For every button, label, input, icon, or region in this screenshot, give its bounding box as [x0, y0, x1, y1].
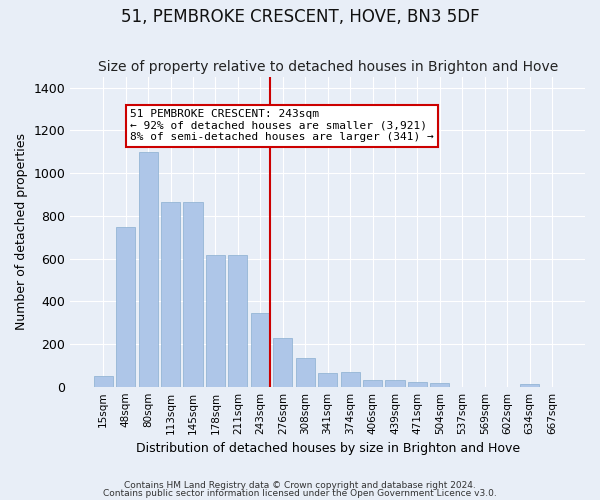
Y-axis label: Number of detached properties: Number of detached properties: [15, 134, 28, 330]
Bar: [363, 380, 382, 386]
Bar: [229, 256, 247, 386]
Bar: [520, 384, 539, 386]
Bar: [116, 226, 135, 386]
Bar: [341, 372, 359, 386]
Bar: [408, 382, 427, 386]
Bar: [430, 384, 449, 386]
Text: Contains public sector information licensed under the Open Government Licence v3: Contains public sector information licen…: [103, 489, 497, 498]
Bar: [251, 313, 270, 386]
Bar: [318, 373, 337, 386]
Text: 51, PEMBROKE CRESCENT, HOVE, BN3 5DF: 51, PEMBROKE CRESCENT, HOVE, BN3 5DF: [121, 8, 479, 26]
Title: Size of property relative to detached houses in Brighton and Hove: Size of property relative to detached ho…: [98, 60, 558, 74]
Bar: [139, 152, 158, 386]
Bar: [161, 202, 180, 386]
Text: Contains HM Land Registry data © Crown copyright and database right 2024.: Contains HM Land Registry data © Crown c…: [124, 480, 476, 490]
Bar: [184, 202, 203, 386]
Bar: [94, 376, 113, 386]
Bar: [296, 358, 315, 386]
Bar: [385, 380, 404, 386]
Bar: [273, 338, 292, 386]
Bar: [206, 256, 225, 386]
X-axis label: Distribution of detached houses by size in Brighton and Hove: Distribution of detached houses by size …: [136, 442, 520, 455]
Text: 51 PEMBROKE CRESCENT: 243sqm
← 92% of detached houses are smaller (3,921)
8% of : 51 PEMBROKE CRESCENT: 243sqm ← 92% of de…: [130, 109, 434, 142]
